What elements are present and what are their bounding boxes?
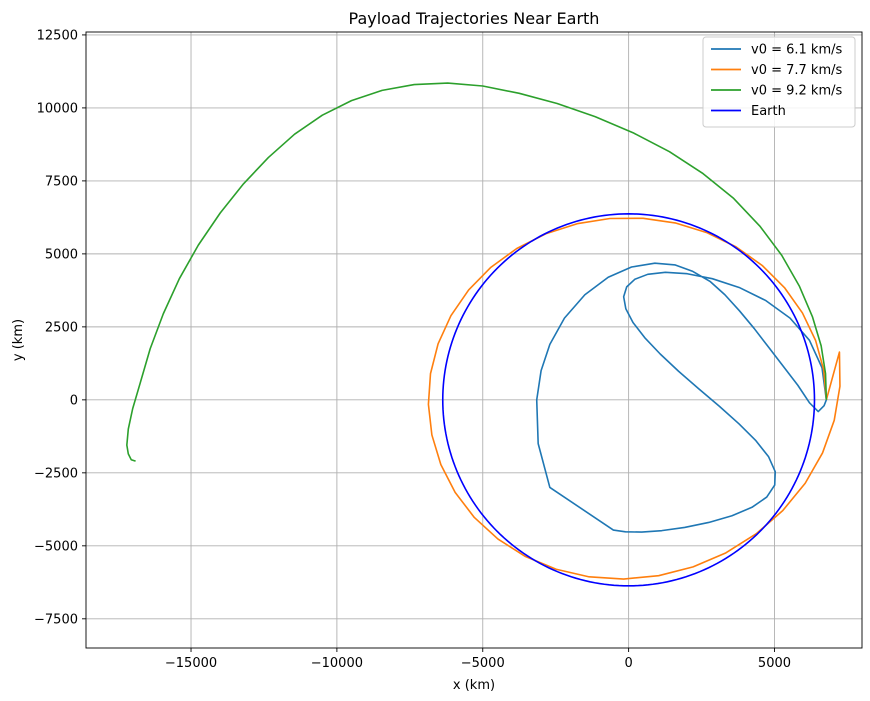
- y-tick-label: 12500: [37, 28, 78, 43]
- x-axis-label: x (km): [453, 678, 495, 693]
- legend-entry-label: v0 = 7.7 km/s: [751, 63, 843, 78]
- y-tick-label: 2500: [45, 320, 78, 335]
- y-tick-label: 0: [70, 393, 78, 408]
- series-layer: [126, 82, 841, 587]
- y-tick-label: 10000: [37, 101, 78, 116]
- x-tick-label: −5000: [461, 656, 505, 671]
- y-tick-label: −2500: [34, 466, 78, 481]
- ticks-layer: −15000 −10000 −5000 0 5000 −7500 −5000 −2500 0 25…: [34, 28, 791, 671]
- y-tick-label: 7500: [45, 174, 78, 189]
- x-tick-label: −10000: [311, 656, 363, 671]
- series-v0-9-2-km-s-line: [126, 82, 828, 462]
- y-tick-label: −7500: [34, 612, 78, 627]
- x-tick-label: 0: [624, 656, 632, 671]
- y-axis-label: y (km): [11, 319, 26, 361]
- legend-entry-label: v0 = 6.1 km/s: [751, 43, 843, 58]
- y-tick-label: −5000: [34, 539, 78, 554]
- plot-frame: [85, 31, 863, 649]
- x-tick-label: 5000: [758, 656, 791, 671]
- legend-entry-label: Earth: [751, 104, 786, 119]
- x-tick-label: −15000: [165, 656, 217, 671]
- legend-entry-label: v0 = 9.2 km/s: [751, 84, 843, 99]
- y-tick-label: 5000: [45, 247, 78, 262]
- series-v0-6-1-km-s-line: [535, 262, 828, 533]
- legend-box: [702, 36, 856, 128]
- chart-title: Payload Trajectories Near Earth: [349, 9, 600, 28]
- legend: v0 = 6.1 km/s v0 = 7.7 km/s v0 = 9.2 km/s E…: [702, 36, 856, 128]
- earth-circle: [441, 213, 816, 587]
